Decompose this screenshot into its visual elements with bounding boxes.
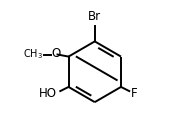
Text: F: F (131, 87, 138, 100)
Text: CH$_3$: CH$_3$ (23, 47, 43, 61)
Text: Br: Br (88, 10, 101, 23)
Text: HO: HO (39, 87, 57, 100)
Text: O: O (52, 47, 61, 60)
